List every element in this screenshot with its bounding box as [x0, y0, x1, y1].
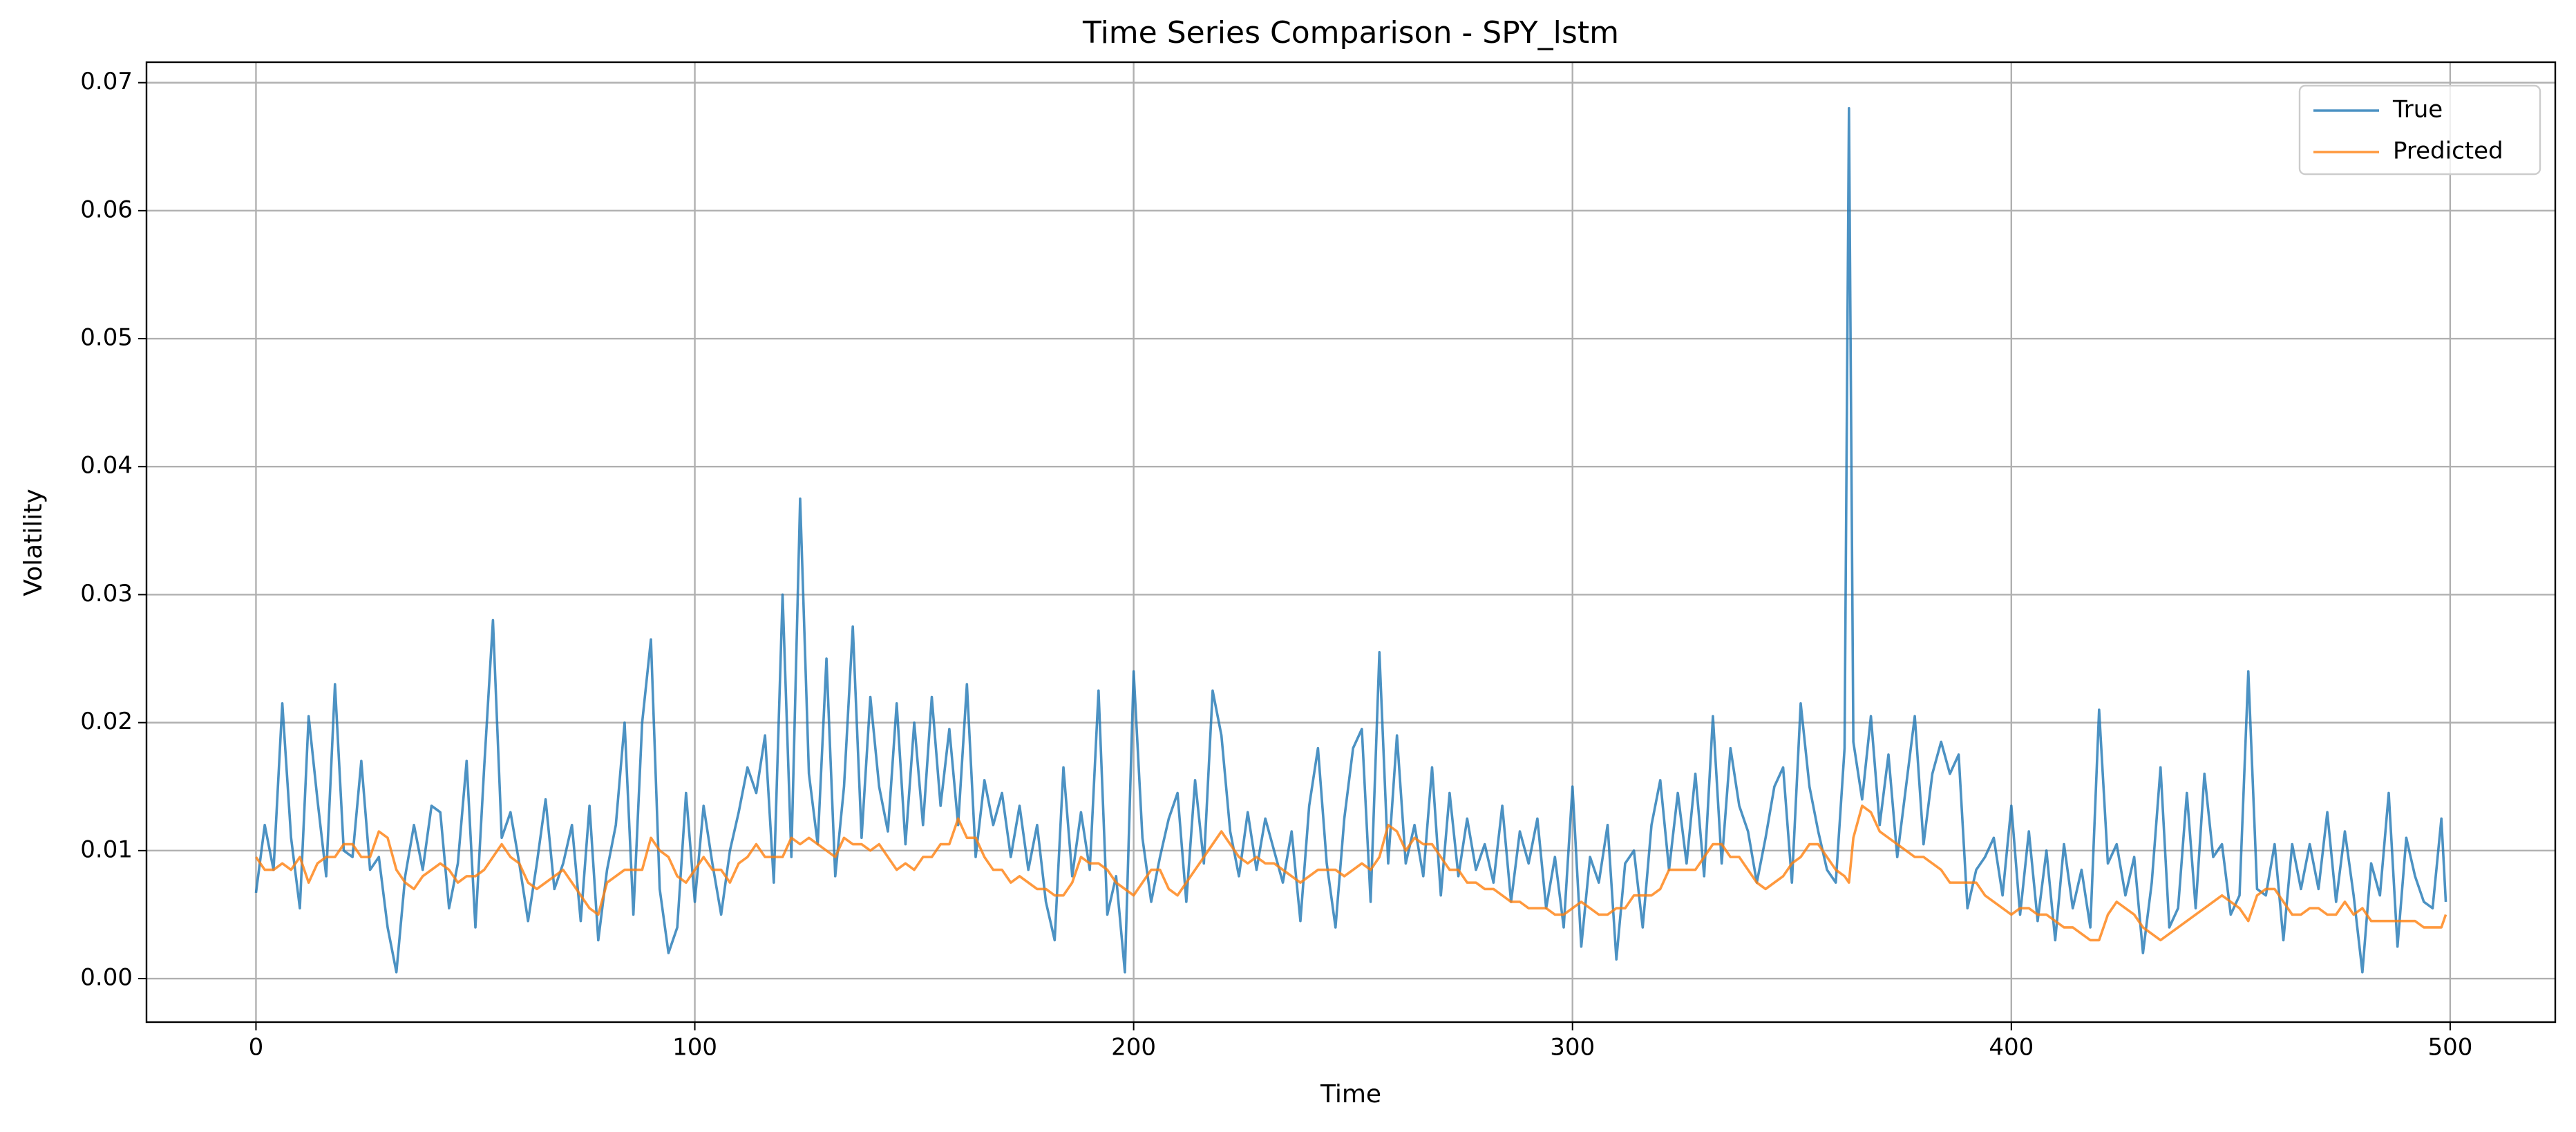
legend: True Predicted — [2298, 84, 2541, 176]
y-tick-label: 0.06 — [80, 196, 133, 223]
y-tick-label: 0.04 — [80, 452, 133, 480]
y-tick-label: 0.07 — [80, 68, 133, 95]
legend-label: Predicted — [2393, 138, 2503, 165]
series-line — [254, 804, 2447, 942]
x-tick-label: 400 — [1989, 1034, 2034, 1062]
y-tick-label: 0.03 — [80, 580, 133, 607]
plot-frame — [145, 61, 2557, 1023]
x-tick-label: 100 — [672, 1034, 717, 1062]
legend-label: True — [2392, 96, 2443, 124]
y-tick-label: 0.05 — [80, 324, 133, 352]
x-tick-label: 500 — [2427, 1034, 2472, 1062]
x-tick-label: 300 — [1550, 1034, 1595, 1062]
series-line — [254, 106, 2447, 974]
y-tick-label: 0.01 — [80, 836, 133, 863]
grid — [146, 62, 2555, 1022]
x-tick-label: 0 — [249, 1034, 264, 1062]
y-tick-label: 0.02 — [80, 708, 133, 735]
y-axis-label: Volatility — [19, 489, 48, 596]
y-tick-label: 0.00 — [80, 964, 133, 992]
x-axis-label: Time — [1320, 1080, 1381, 1109]
chart-title: Time Series Comparison - SPY_lstm — [1082, 15, 1619, 50]
x-tick-label: 200 — [1111, 1034, 1156, 1062]
